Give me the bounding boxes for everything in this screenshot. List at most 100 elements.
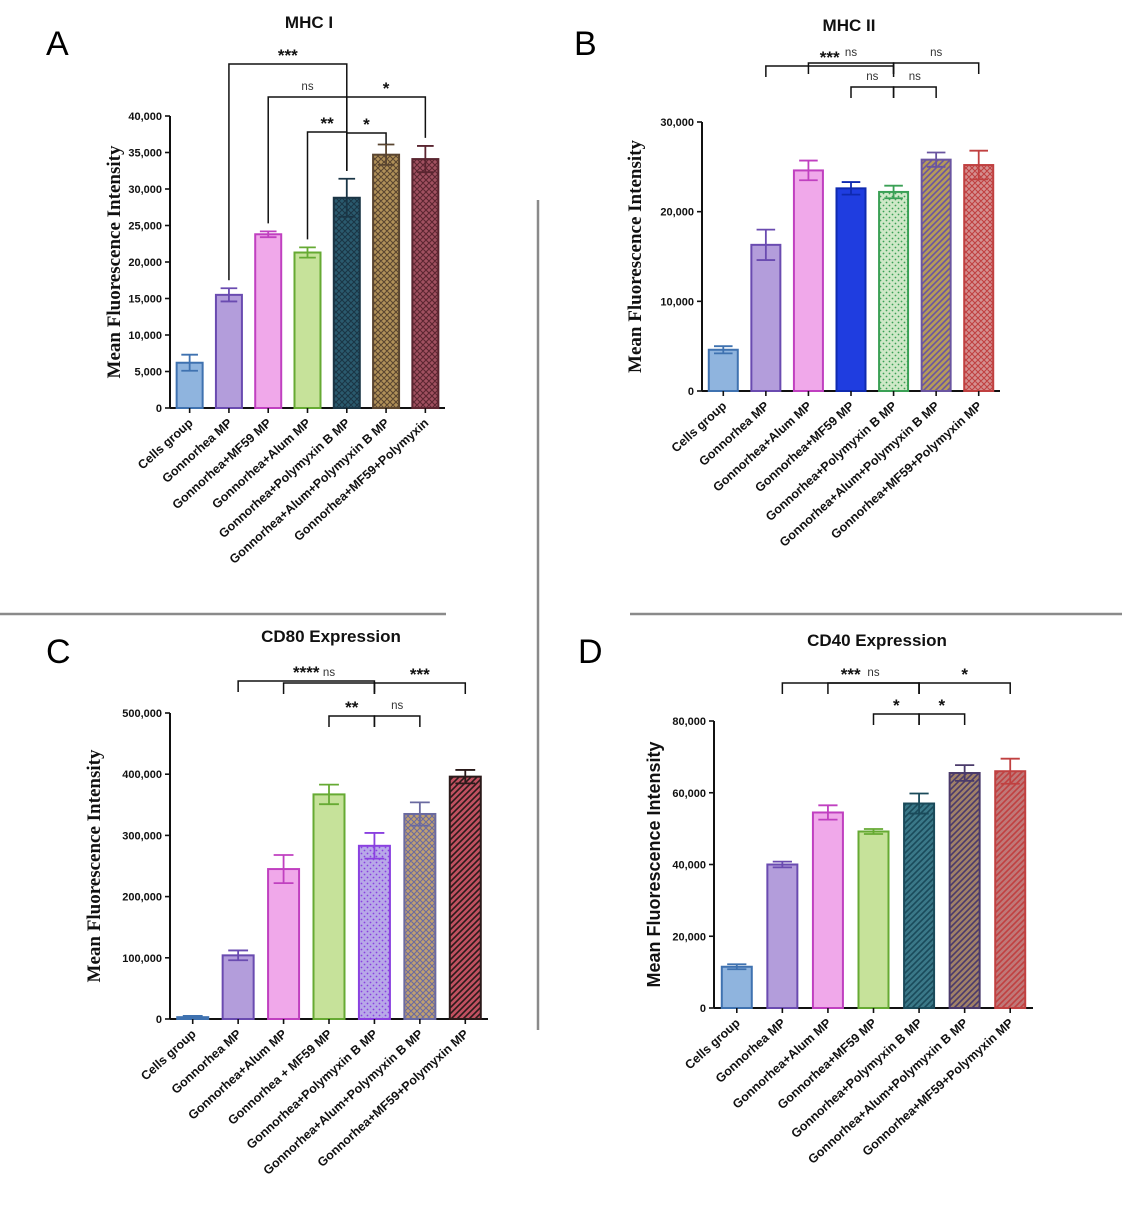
bar-1 [720,965,753,1010]
bar-3 [254,233,283,409]
error-bar-1 [727,963,747,971]
bar-3 [811,811,844,1010]
chart-mhc-ii: MHC II Mean Fluorescence Intensity 0 10,000… [625,16,1000,550]
significance-label: ns [323,667,335,679]
significance-bracket [346,132,387,171]
y-tick-label: 15,000 [128,294,162,306]
y-tick-label: 500,000 [122,708,162,720]
y-tick-label: 30,000 [128,184,162,196]
y-tick-label: 35,000 [128,148,162,160]
panel-letter-c: C [46,633,71,671]
y-tick-label: 0 [156,403,162,415]
error-bar-4 [299,246,316,259]
error-bar-2 [220,287,238,303]
bar-2 [221,954,255,1020]
error-bar-6 [926,151,946,168]
significance-label: * [893,696,900,715]
significance-label: ns [866,71,878,83]
chart-title: MHC I [285,13,333,32]
error-bar-4 [863,828,884,835]
bar-1 [707,348,739,392]
x-category-label: Gonnorhea MP [159,416,234,486]
significance-label: *** [410,665,430,684]
x-category-label: Gonnorhea+Alum+Polymyxin B MP [261,1027,426,1178]
y-tick-label: 60,000 [672,788,706,800]
y-tick-label: 80,000 [672,716,706,728]
error-bar-5 [364,832,385,860]
chart-mhc-i: MHC I Mean Fluorescence Intensity 0 5,000 10… [104,13,445,567]
y-axis-label: Mean Fluorescence Intensity [104,145,125,378]
error-bar-1 [714,345,733,355]
bar-4 [857,830,890,1009]
error-bar-6 [377,143,395,166]
y-tick-label: 100,000 [122,953,162,965]
significance-label: * [363,115,370,134]
significance-label: * [961,665,968,684]
bar-6 [920,158,952,392]
bar-3 [792,169,824,392]
chart-title: CD80 Expression [261,627,401,646]
significance-label: *** [820,48,840,67]
error-bar-2 [772,860,792,869]
bar-2 [214,293,243,410]
y-tick-label: 10,000 [128,330,162,342]
significance-bracket [328,715,376,727]
error-bar-5 [884,184,903,200]
significance-label: ns [301,81,313,93]
bar-7 [994,770,1027,1009]
y-tick-label: 40,000 [672,860,706,872]
significance-bracket [872,713,920,725]
bar-5 [903,802,936,1010]
panel-letter-b: B [574,25,597,63]
significance-bracket [373,715,421,727]
significance-label: ** [345,698,359,717]
y-tick-label: 300,000 [122,830,162,842]
bar-4 [312,793,346,1020]
error-bar-3 [799,159,818,182]
y-tick-label: 0 [156,1014,162,1026]
significance-label: * [939,696,946,715]
error-bar-7 [455,769,476,785]
x-category-label: Gonnorhea+MF59+Polymyxin MP [828,399,984,542]
y-tick-label: 40,000 [128,111,162,123]
error-bar-4 [319,783,339,806]
y-axis-label: Mean Fluorescence Intensity [644,741,664,987]
panel-letter-a: A [46,25,69,63]
error-bar-4 [841,181,861,196]
significance-bracket [827,682,920,694]
bar-7 [448,775,482,1021]
significance-label: **** [293,663,320,682]
significance-label: * [383,79,390,98]
bar-4 [835,187,867,392]
y-tick-label: 20,000 [128,257,162,269]
error-bar-7 [417,145,434,174]
significance-bracket [892,86,937,98]
y-tick-label: 200,000 [122,892,162,904]
y-tick-label: 5,000 [134,367,162,379]
error-bar-3 [818,804,838,821]
error-bar-7 [1000,757,1020,785]
error-bar-6 [955,764,975,782]
significance-label: ns [909,71,921,83]
significance-label: ns [391,700,403,712]
chart-title: MHC II [823,16,876,35]
error-bar-6 [409,801,430,827]
significance-label: ns [845,47,857,59]
panel-letter-d: D [578,633,603,671]
y-tick-label: 20,000 [672,931,706,943]
bar-7 [411,158,440,409]
y-tick-label: 10,000 [660,296,694,308]
significance-label: *** [841,665,861,684]
significance-bracket [282,682,376,694]
significance-bracket [373,682,467,694]
error-bar-2 [228,949,249,962]
y-tick-label: 0 [688,386,694,398]
bar-2 [750,243,782,392]
y-tick-label: 0 [700,1003,706,1015]
y-axis-label: Mean Fluorescence Intensity [84,749,105,982]
bar-3 [267,868,301,1020]
bar-7 [963,164,995,392]
y-tick-label: 400,000 [122,769,162,781]
error-bar-5 [338,177,356,218]
